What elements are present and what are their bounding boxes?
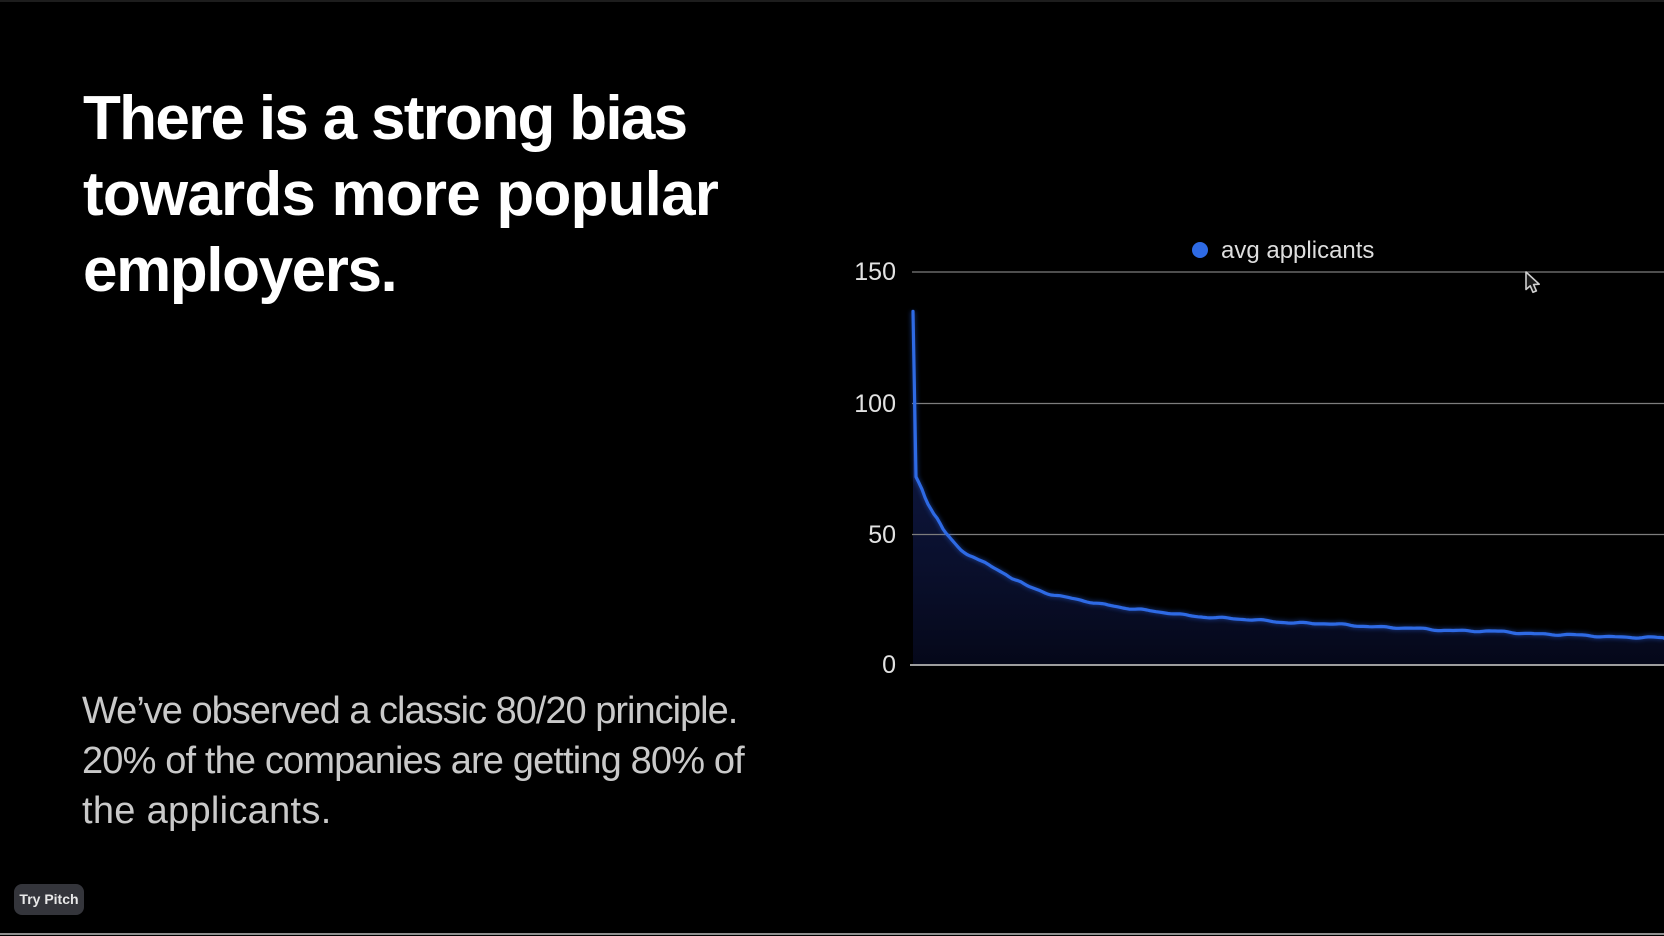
svg-text:0: 0 [882, 651, 896, 679]
svg-text:100: 100 [854, 390, 896, 418]
svg-text:150: 150 [854, 258, 896, 286]
svg-text:avg applicants: avg applicants [1221, 237, 1374, 264]
svg-text:50: 50 [868, 521, 896, 549]
